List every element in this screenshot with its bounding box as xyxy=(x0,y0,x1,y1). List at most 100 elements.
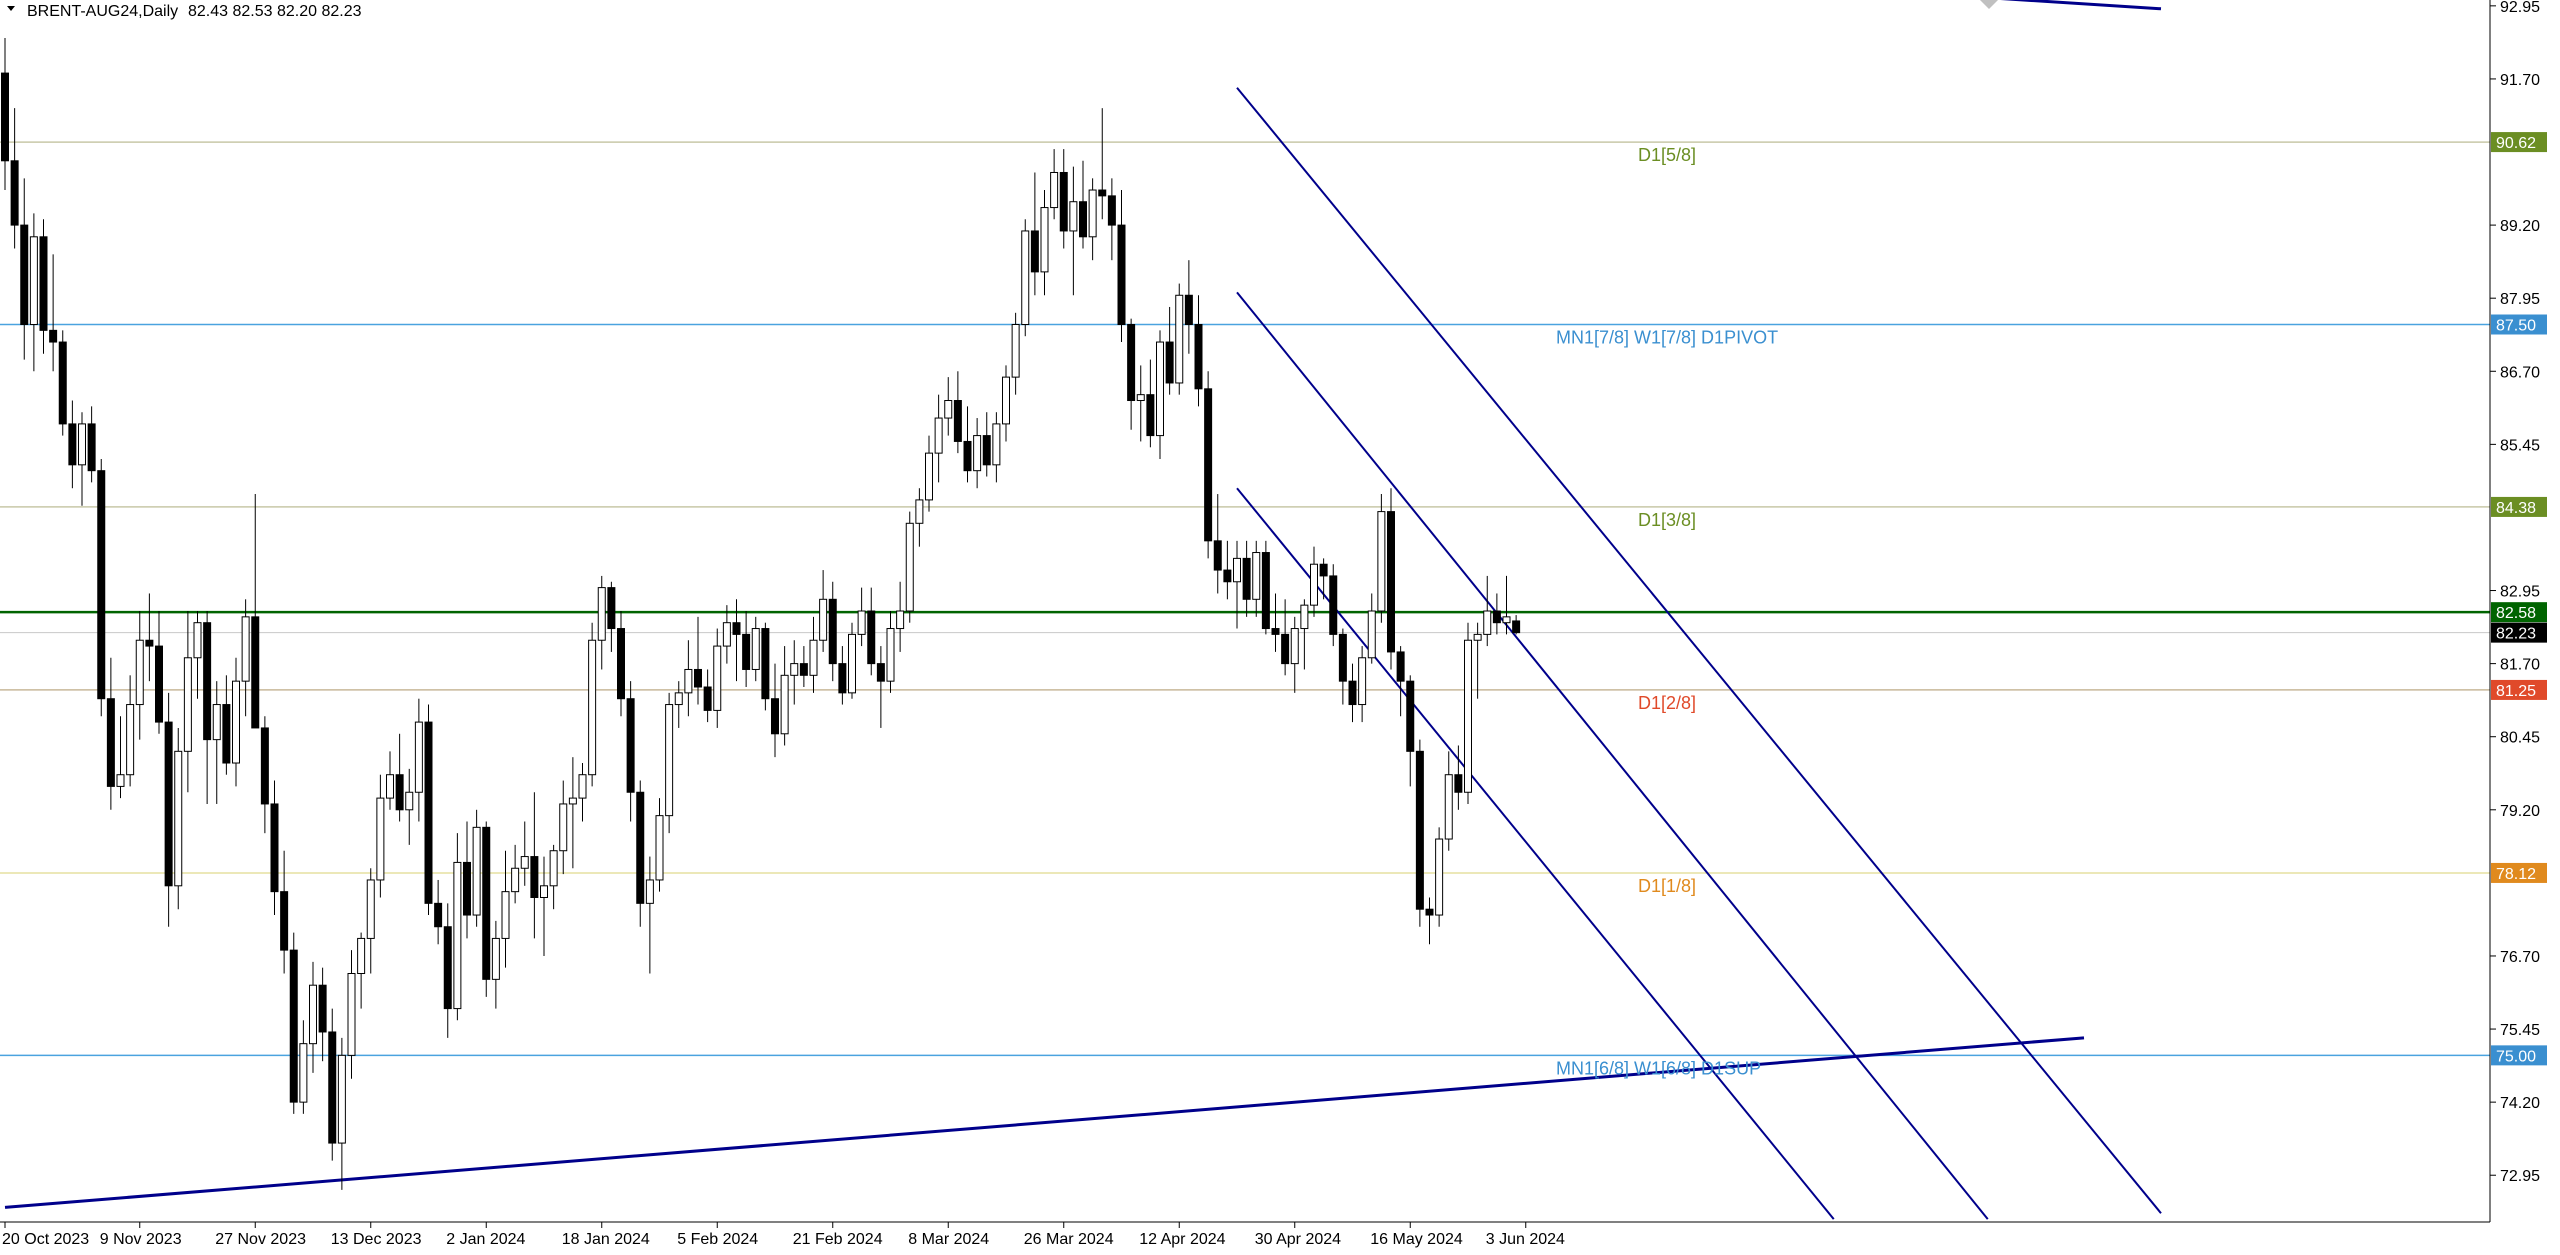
candle-108[interactable] xyxy=(1040,190,1049,296)
candle-55[interactable] xyxy=(530,792,539,939)
candle-18[interactable] xyxy=(174,727,183,910)
candle-143[interactable] xyxy=(1377,494,1386,623)
candle-128[interactable] xyxy=(1233,540,1241,629)
candle-109[interactable] xyxy=(1050,149,1059,220)
candle-10[interactable] xyxy=(97,458,106,717)
candle-20[interactable] xyxy=(193,611,202,699)
trend-line-4[interactable] xyxy=(1795,0,2162,11)
candle-39[interactable] xyxy=(376,774,385,898)
candle-92[interactable] xyxy=(886,611,895,693)
candle-102[interactable] xyxy=(982,412,991,477)
candle-59[interactable] xyxy=(568,757,577,869)
candle-73[interactable] xyxy=(703,669,712,723)
candle-72[interactable] xyxy=(694,616,702,705)
candle-52[interactable] xyxy=(501,850,510,968)
candle-45[interactable] xyxy=(434,879,443,945)
trend-line-1[interactable] xyxy=(1236,87,2162,1214)
candle-117[interactable] xyxy=(1127,318,1136,430)
candle-134[interactable] xyxy=(1290,616,1299,693)
candle-16[interactable] xyxy=(155,611,163,734)
candle-80[interactable] xyxy=(771,663,779,758)
candle-94[interactable] xyxy=(905,511,914,623)
candle-152[interactable] xyxy=(1464,622,1472,804)
candle-124[interactable] xyxy=(1194,295,1203,407)
candle-140[interactable] xyxy=(1348,663,1357,723)
candle-11[interactable] xyxy=(106,657,115,810)
candle-75[interactable] xyxy=(722,605,731,664)
candle-1[interactable] xyxy=(10,108,19,249)
price-axis[interactable]: 92.95 91.70 89.20 87.95 86.70 85.45 82.95 81.70… xyxy=(2490,0,2540,1185)
candle-71[interactable] xyxy=(684,640,693,717)
candle-118[interactable] xyxy=(1136,365,1145,442)
candle-41[interactable] xyxy=(395,733,404,822)
candle-142[interactable] xyxy=(1367,593,1376,664)
candle-101[interactable] xyxy=(973,418,982,489)
candle-50[interactable] xyxy=(482,821,491,997)
candle-145[interactable] xyxy=(1396,646,1405,717)
candle-38[interactable] xyxy=(366,868,375,974)
candle-30[interactable] xyxy=(289,932,298,1114)
candle-150[interactable] xyxy=(1444,751,1453,851)
candle-151[interactable] xyxy=(1454,745,1463,810)
candle-132[interactable] xyxy=(1271,593,1280,652)
candle-154[interactable] xyxy=(1483,575,1492,647)
candle-120[interactable] xyxy=(1156,330,1164,459)
candle-15[interactable] xyxy=(145,593,154,682)
candle-93[interactable] xyxy=(896,581,905,652)
candle-14[interactable] xyxy=(135,611,144,740)
candle-82[interactable] xyxy=(790,640,799,705)
candle-81[interactable] xyxy=(780,646,789,746)
candle-64[interactable] xyxy=(617,611,625,717)
candle-97[interactable] xyxy=(934,394,943,483)
candle-88[interactable] xyxy=(848,622,856,699)
candle-24[interactable] xyxy=(232,657,240,787)
candle-149[interactable] xyxy=(1435,827,1444,927)
candle-42[interactable] xyxy=(405,768,414,845)
candle-127[interactable] xyxy=(1223,540,1232,600)
candle-79[interactable] xyxy=(761,622,770,711)
candle-83[interactable] xyxy=(799,646,808,688)
candle-22[interactable] xyxy=(212,681,221,804)
candle-66[interactable] xyxy=(636,780,645,927)
candle-95[interactable] xyxy=(915,488,924,547)
candle-111[interactable] xyxy=(1069,166,1078,296)
shift-marker-icon[interactable] xyxy=(1980,0,1998,9)
candle-5[interactable] xyxy=(49,254,58,372)
candle-119[interactable] xyxy=(1146,359,1155,448)
candle-89[interactable] xyxy=(857,587,866,647)
candle-121[interactable] xyxy=(1165,306,1174,395)
candle-56[interactable] xyxy=(540,856,548,956)
candle-8[interactable] xyxy=(78,412,86,506)
candle-31[interactable] xyxy=(299,1020,308,1114)
candle-34[interactable] xyxy=(328,1008,337,1161)
candle-110[interactable] xyxy=(1059,149,1068,249)
candle-74[interactable] xyxy=(713,628,722,728)
candle-130[interactable] xyxy=(1252,540,1261,617)
candle-148[interactable] xyxy=(1425,897,1434,945)
candle-123[interactable] xyxy=(1184,260,1193,354)
candle-61[interactable] xyxy=(588,622,597,787)
candle-4[interactable] xyxy=(39,219,48,354)
candle-33[interactable] xyxy=(318,967,327,1062)
candle-28[interactable] xyxy=(270,780,279,916)
candle-51[interactable] xyxy=(491,920,500,1009)
candle-70[interactable] xyxy=(674,681,683,728)
candle-126[interactable] xyxy=(1213,494,1222,594)
candle-6[interactable] xyxy=(58,330,67,436)
candle-77[interactable] xyxy=(742,611,751,688)
candle-96[interactable] xyxy=(925,435,933,512)
candle-7[interactable] xyxy=(68,400,77,489)
candle-19[interactable] xyxy=(183,611,192,793)
candle-129[interactable] xyxy=(1242,540,1251,617)
candle-122[interactable] xyxy=(1175,283,1184,395)
trend-line-2[interactable] xyxy=(1236,291,1989,1220)
candle-137[interactable] xyxy=(1319,558,1328,600)
candle-133[interactable] xyxy=(1281,599,1290,676)
candle-84[interactable] xyxy=(809,616,818,693)
candle-49[interactable] xyxy=(472,809,481,927)
candle-17[interactable] xyxy=(164,692,173,927)
candle-54[interactable] xyxy=(520,821,529,886)
candle-21[interactable] xyxy=(203,611,212,804)
candle-141[interactable] xyxy=(1358,646,1367,723)
candle-85[interactable] xyxy=(819,570,828,652)
